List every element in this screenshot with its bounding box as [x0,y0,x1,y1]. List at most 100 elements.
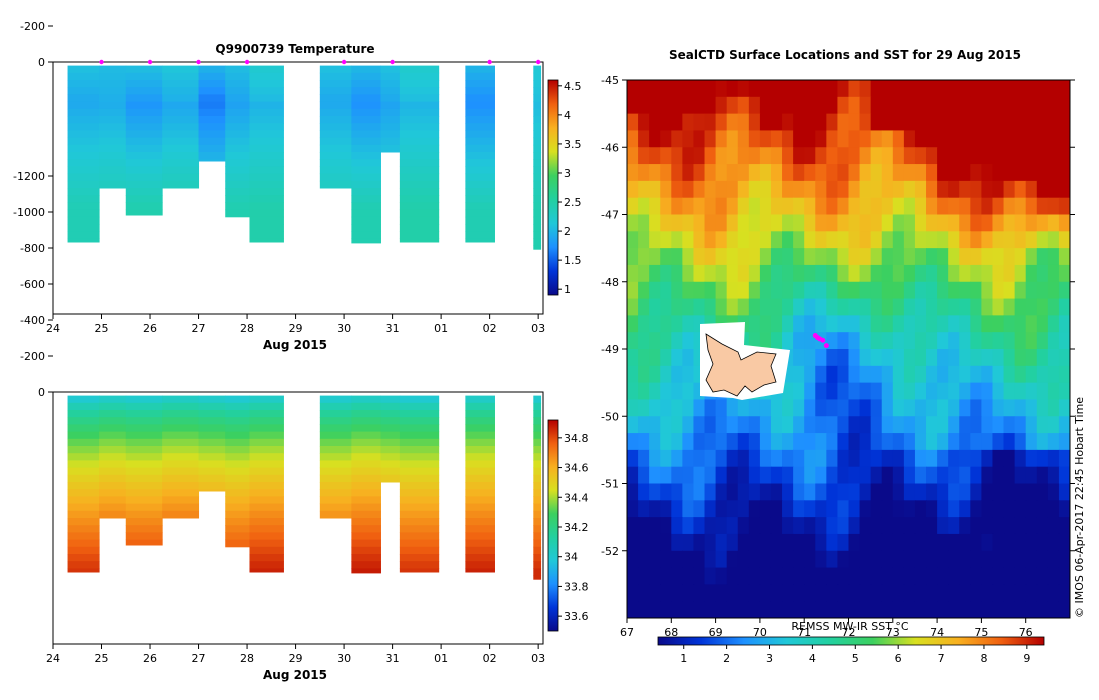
sst-cell [981,315,994,333]
sst-cell [782,113,794,132]
sst-cell [793,315,805,333]
sst-cell [903,500,916,518]
sst-cell [1047,80,1060,98]
sst-cell [859,449,872,468]
sst-cell [881,80,894,98]
x-tick-label: 01 [434,652,448,665]
sst-row [627,164,1070,182]
sst-cell [903,197,916,216]
sst-cell [926,96,938,115]
sst-cell [748,584,761,602]
sst-cell [770,517,783,535]
sst-cell [748,248,761,266]
sst-cell [914,197,927,216]
profile-cell [125,195,163,203]
sst-row [627,197,1070,216]
profile-cell [380,94,401,103]
sst-cell [1036,96,1049,115]
sst-cell [627,483,639,501]
sst-row [627,264,1070,283]
sst-cell [937,130,949,148]
sst-cell [782,214,794,232]
sst-cell [638,382,650,401]
sst-cell [959,382,971,401]
sst-cell [970,180,982,199]
sst-cell [660,601,672,618]
profile-cell [125,180,163,189]
sst-cell [682,147,695,165]
profile-cell [465,561,495,569]
profile-cell [99,101,127,110]
profile-cell [399,410,440,418]
sst-cell [826,449,839,468]
profile-cell [99,489,127,497]
sst-cell [1047,248,1060,266]
sst-cell [748,449,761,468]
sst-cell [1036,433,1049,451]
profile-cell [198,130,226,139]
sst-cell [726,298,739,316]
sst-cell [903,449,916,468]
sst-cell [881,147,894,165]
sst-cell [1025,315,1038,333]
sst-cell [715,567,728,585]
sst-cell [959,96,971,115]
profile-cell [125,395,163,404]
profile-cell [99,180,127,189]
sst-cell [782,231,794,249]
sst-cell [981,130,994,148]
profile-cell [125,503,163,512]
profile-column [198,395,226,492]
profile-cell [198,489,226,492]
salinity-profile-columns [67,395,542,580]
profile-cell [533,87,542,95]
sst-cell [737,449,750,468]
profile-cell [198,116,226,124]
profile-cell [99,116,127,124]
profile-cell [99,80,127,88]
profile-cell [351,209,381,218]
profile-cell [162,474,200,483]
sst-cell [793,567,805,585]
sst-cell [770,281,783,300]
profile-cell [533,460,542,469]
sst-cell [1025,517,1038,535]
profile-cell [380,467,401,476]
profile-cell [399,65,440,74]
sst-row [627,550,1070,569]
profile-cell [399,525,440,533]
profile-cell [249,94,284,103]
sst-cell [693,113,706,132]
profile-cell [249,554,284,562]
sst-cell [726,96,739,115]
sst-cell [937,349,949,367]
profile-cell [125,482,163,490]
sst-cell [1014,517,1027,535]
sst-cell [638,365,650,384]
sst-cell [937,164,949,182]
sst-cell [1025,567,1038,585]
sst-cell [948,147,960,165]
sst-cell [660,416,672,434]
profile-cell [249,539,284,548]
sst-cell [1025,349,1038,367]
profile-cell [125,116,163,124]
sst-cell [1047,164,1060,182]
sst-cell [914,382,927,401]
sst-cell [793,164,805,182]
sst-cell [848,197,861,216]
sst-cell [859,197,872,216]
sst-cell [715,449,728,468]
lat-tick-label: -50 [601,410,619,423]
sst-cell [815,601,827,618]
sst-cell [782,180,794,199]
sst-cell [649,483,661,501]
sst-cell [981,517,994,535]
sst-cell [926,483,938,501]
profile-cell [533,561,542,569]
sst-cell [937,80,949,98]
profile-cell [162,417,200,425]
profile-cell [125,144,163,153]
profile-cell [162,159,200,167]
profile-column [319,65,352,189]
